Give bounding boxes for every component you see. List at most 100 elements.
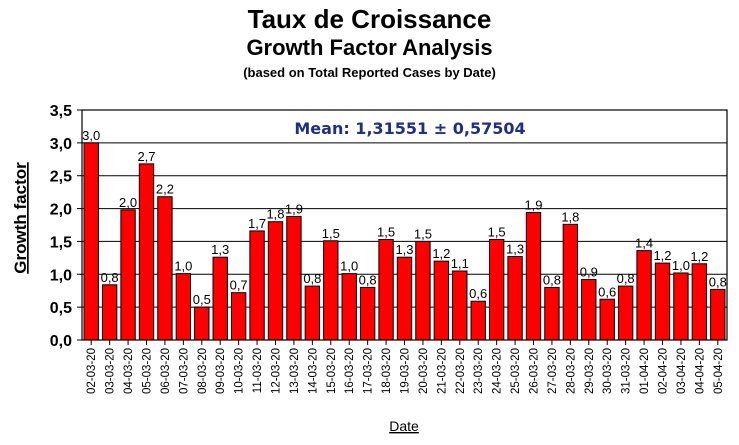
data-label: 1,1 (451, 256, 469, 271)
x-tick-label: 08-03-20 (197, 348, 209, 394)
data-label: 0,7 (230, 278, 248, 293)
data-label: 0,8 (303, 271, 321, 286)
data-label: 2,2 (156, 182, 174, 197)
bar (673, 272, 689, 341)
x-tick-labels: 02-03-20 03-03-20 04-03-20 05-03-20 06-03-20… (86, 348, 725, 394)
x-tick-label: 05-04-20 (713, 348, 725, 394)
x-tick-label: 29-03-20 (584, 348, 596, 394)
data-label: 1,8 (266, 207, 284, 222)
x-tick-label: 28-03-20 (565, 348, 577, 394)
bar (544, 286, 560, 341)
x-tick-label: 15-03-20 (326, 348, 338, 394)
x-tick-label: 11-03-20 (252, 348, 264, 393)
bar (378, 238, 394, 341)
bar (194, 306, 210, 341)
x-tick-label: 04-04-20 (694, 348, 706, 394)
data-label: 0,5 (193, 292, 211, 307)
x-tick-label: 10-03-20 (234, 348, 246, 394)
mean-annotation: Mean: 1,31551 ± 0,57504 (294, 119, 525, 138)
y-tick-label: 2,5 (50, 169, 72, 186)
bar (433, 260, 450, 341)
x-tick-label: 12-03-20 (271, 348, 283, 394)
x-tick-label: 18-03-20 (381, 348, 393, 394)
x-tick-label: 23-03-20 (473, 348, 485, 394)
bars (83, 142, 726, 341)
x-tick-label: 19-03-20 (400, 348, 412, 394)
y-tick-label: 3,5 (50, 103, 72, 120)
data-label: 1,3 (211, 242, 229, 257)
y-tick-label: 1,5 (50, 234, 72, 251)
bar (710, 288, 726, 341)
x-tick-label: 02-04-20 (658, 348, 670, 394)
x-tick-label: 09-03-20 (215, 348, 227, 394)
data-label: 1,3 (395, 242, 413, 257)
y-tick-label: 0,5 (50, 300, 72, 317)
bar (562, 223, 579, 341)
x-tick-label: 26-03-20 (529, 348, 541, 394)
data-label: 2,7 (137, 149, 155, 164)
bar (212, 256, 228, 341)
data-label: 3,0 (82, 128, 100, 143)
data-label: 1,2 (690, 249, 708, 264)
bar (617, 285, 634, 341)
data-label: 0,8 (359, 272, 377, 287)
bar (691, 263, 708, 341)
bar (488, 238, 505, 341)
bar (636, 250, 652, 341)
bar (120, 209, 136, 341)
data-label: 2,0 (119, 195, 137, 210)
x-axis-label: Date (389, 418, 419, 434)
bar (249, 230, 265, 341)
data-label: 1,5 (414, 226, 432, 241)
y-tick-label: 1,0 (50, 267, 72, 284)
bar (138, 163, 155, 341)
x-tick-label: 03-04-20 (676, 348, 688, 394)
y-axis-label: Growth factor (11, 162, 30, 274)
data-label: 1,9 (524, 198, 542, 213)
bar (507, 256, 523, 341)
x-tick-label: 03-03-20 (105, 348, 117, 394)
x-tick-label: 02-03-20 (86, 348, 98, 394)
data-label: 1,2 (653, 248, 671, 263)
bar (83, 142, 99, 341)
bar (654, 262, 671, 341)
x-tick-label: 01-04-20 (639, 348, 651, 394)
bar (286, 215, 302, 341)
data-label: 1,5 (488, 224, 506, 239)
bar (323, 240, 339, 341)
chart-note: (based on Total Reported Cases by Date) (243, 65, 496, 80)
data-label: 1,5 (377, 224, 395, 239)
x-tick-label: 17-03-20 (363, 348, 375, 394)
data-label: 0,6 (469, 286, 487, 301)
chart-title: Taux de Croissance (247, 4, 492, 34)
data-label: 1,9 (285, 201, 303, 216)
chart-subtitle: Growth Factor Analysis (246, 35, 493, 60)
bar (101, 284, 118, 341)
data-label: 0,8 (101, 270, 119, 285)
plot-frame (81, 109, 728, 341)
bar (470, 300, 486, 341)
data-label: 1,2 (432, 246, 450, 261)
data-label: 0,8 (709, 274, 727, 289)
x-tick-label: 06-03-20 (160, 348, 172, 394)
data-label: 0,8 (543, 272, 561, 287)
chart-titles: Taux de Croissance Growth Factor Analysi… (0, 4, 739, 82)
data-labels: 3,00,82,02,72,21,00,51,30,71,71,8 1,90,81… (82, 128, 727, 307)
x-tick-label: 14-03-20 (307, 348, 319, 394)
x-tick-label: 21-03-20 (436, 348, 448, 394)
x-tick-label: 31-03-20 (621, 348, 633, 394)
x-tick-label: 25-03-20 (510, 348, 522, 394)
y-tick-label: 0,0 (50, 333, 72, 350)
bar (230, 292, 247, 341)
bar (341, 273, 357, 341)
data-label: 1,0 (340, 259, 358, 274)
data-label: 1,4 (635, 236, 653, 251)
bar (452, 270, 468, 341)
data-label: 1,7 (248, 216, 266, 231)
bar (304, 285, 321, 341)
x-tick-label: 24-03-20 (492, 348, 504, 394)
x-tick-label: 20-03-20 (418, 348, 430, 394)
data-label: 1,8 (561, 209, 579, 224)
data-label: 1,0 (174, 259, 192, 274)
x-tick-label: 13-03-20 (289, 348, 301, 394)
